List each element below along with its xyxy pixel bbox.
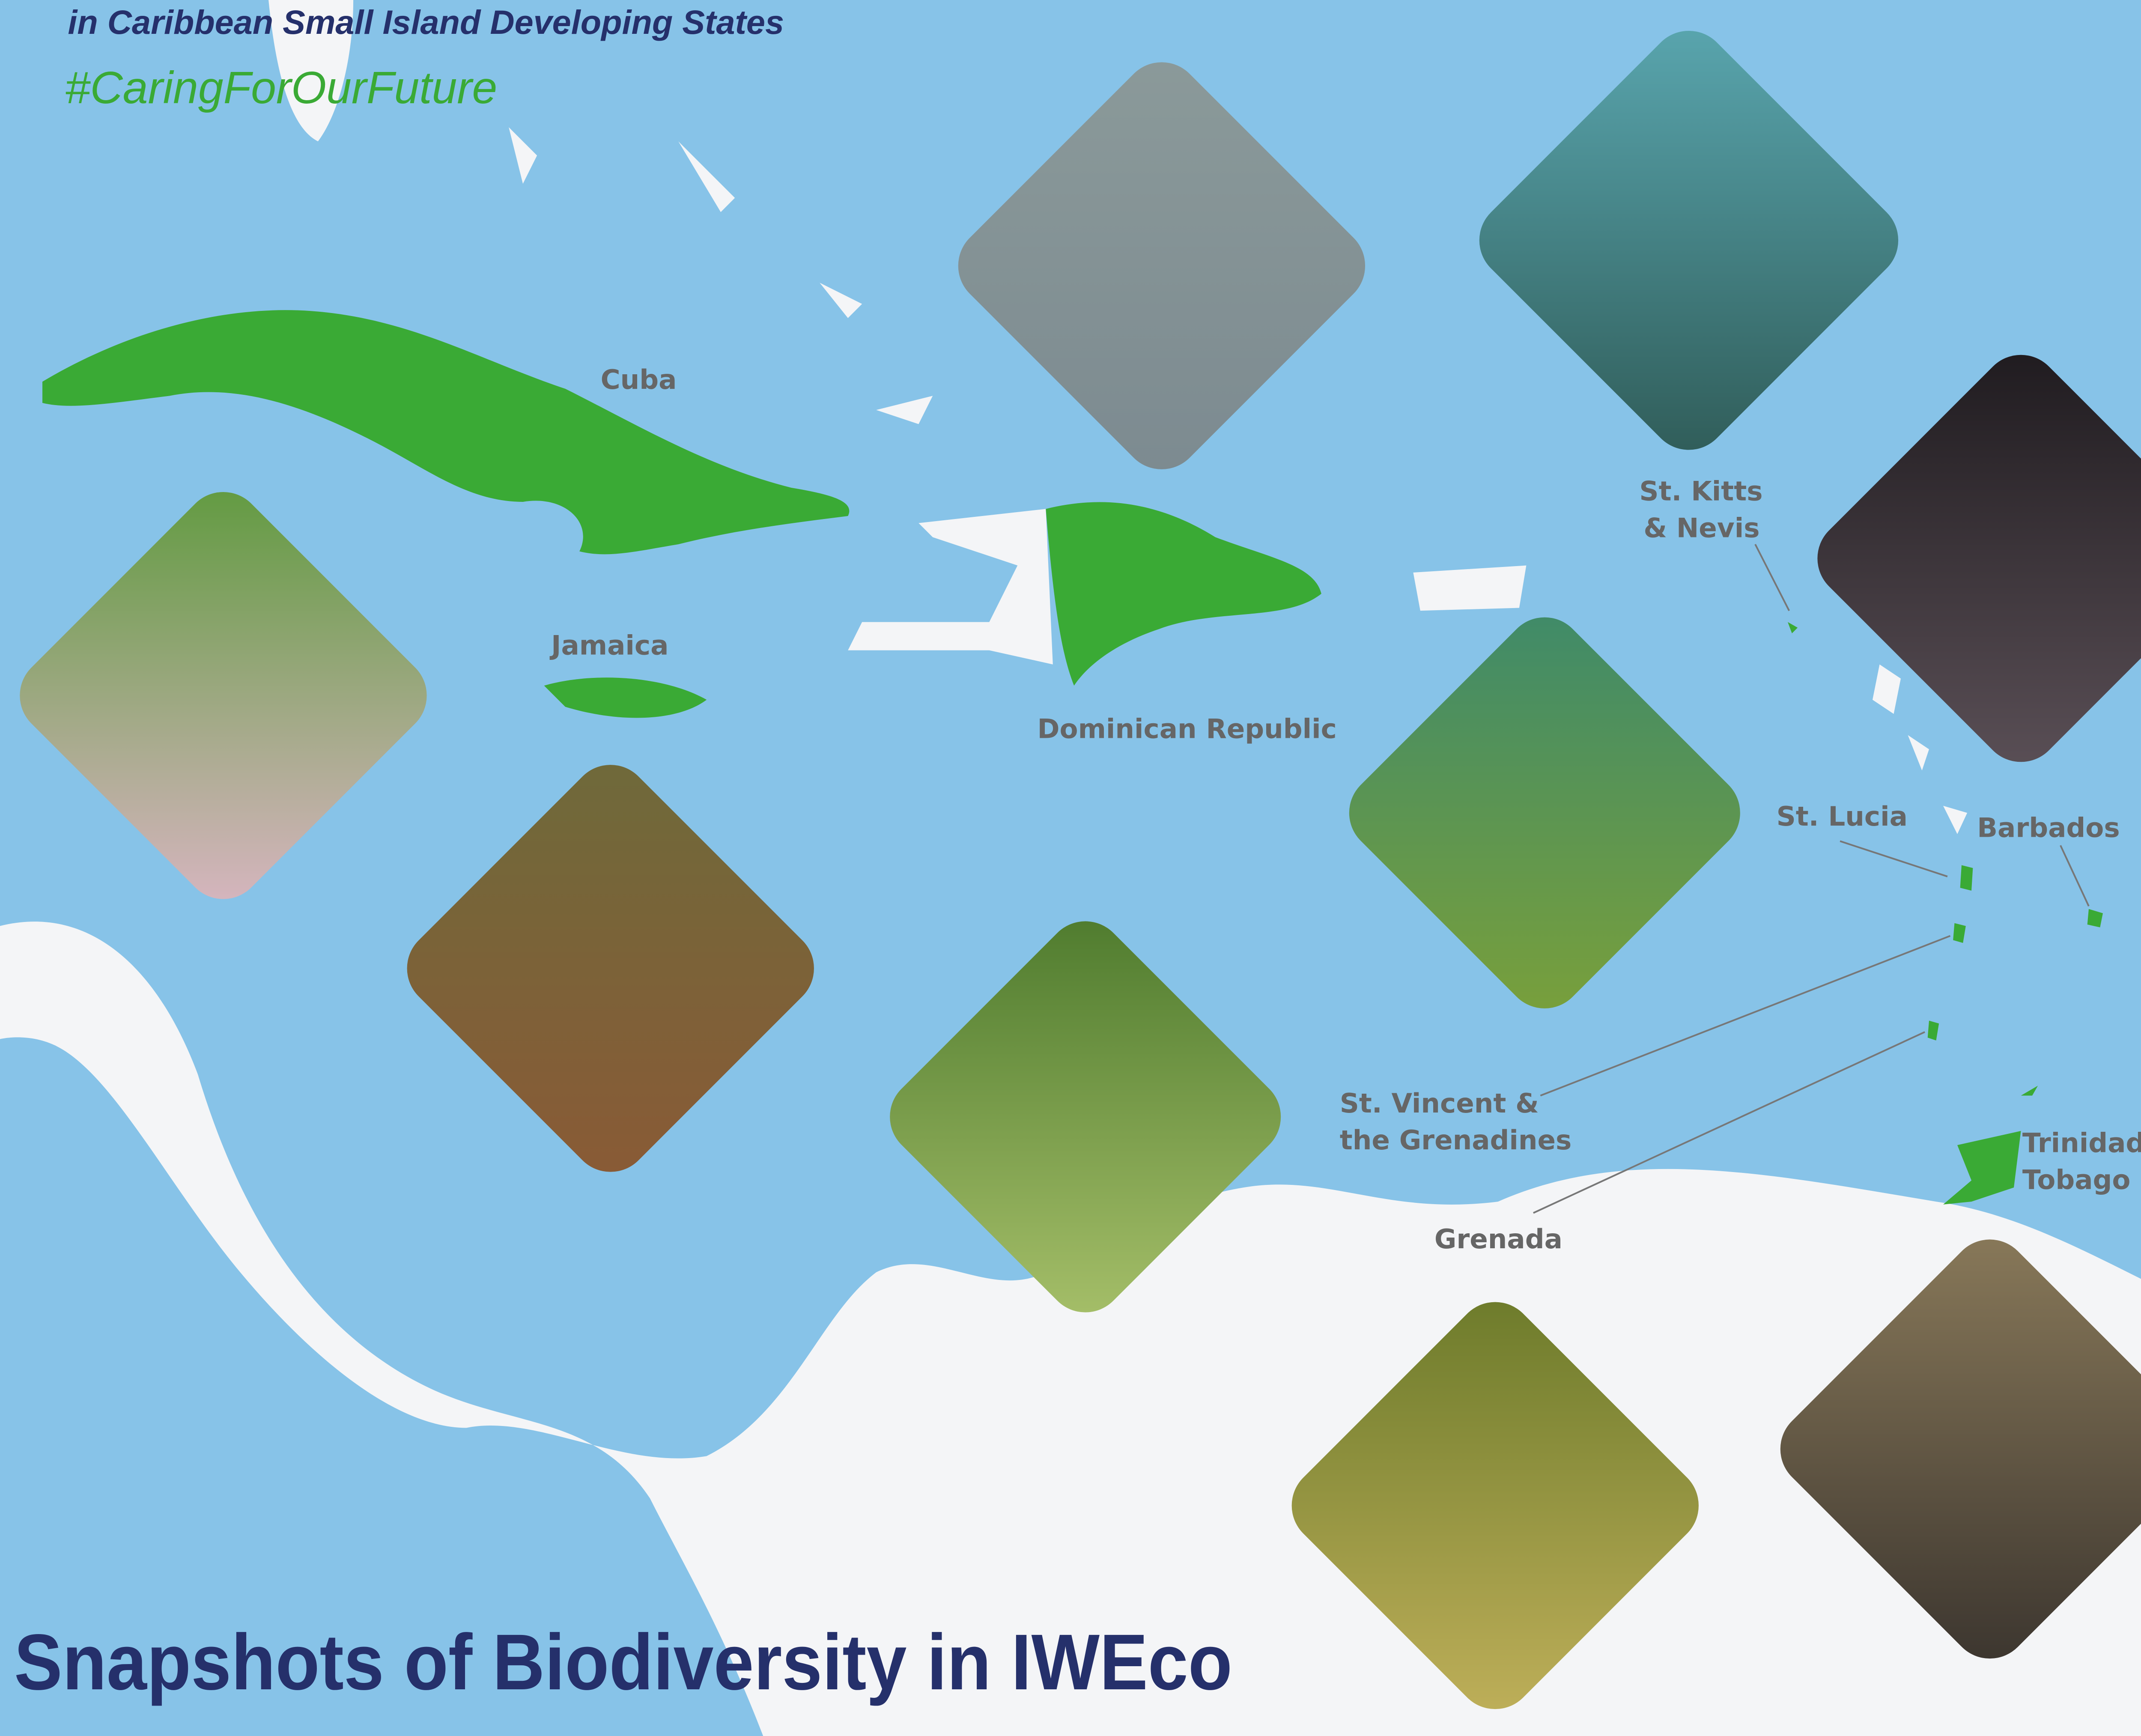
- st-lucia-shape: [1960, 865, 1973, 890]
- label-line: Tobago: [2022, 1164, 2131, 1195]
- label-line: St. Kitts: [1639, 476, 1762, 507]
- subtitle: in Caribbean Small Island Developing Sta…: [68, 3, 784, 41]
- label-line: & Nevis: [1643, 512, 1759, 543]
- puerto-rico: [1413, 566, 1526, 611]
- country-label: Cuba: [601, 364, 677, 395]
- country-label: Grenada: [1434, 1223, 1563, 1255]
- hashtag: #CaringForOurFuture: [65, 63, 497, 113]
- country-label: Barbados: [1977, 812, 2120, 843]
- label-line: St. Vincent &: [1340, 1088, 1539, 1119]
- label-line: Trinidad &: [2022, 1128, 2141, 1159]
- country-label: Jamaica: [549, 629, 668, 661]
- country-label: Dominican Republic: [1037, 713, 1336, 744]
- country-label: St. Lucia: [1777, 801, 1908, 832]
- label-line: the Grenadines: [1340, 1125, 1572, 1156]
- title: Snapshots of Biodiversity in IWEco: [14, 1618, 1232, 1706]
- map: in Caribbean Small Island Developing Sta…: [0, 0, 2141, 1736]
- page: {"header": {"subtitle": "in Caribbean Sm…: [0, 0, 2141, 1736]
